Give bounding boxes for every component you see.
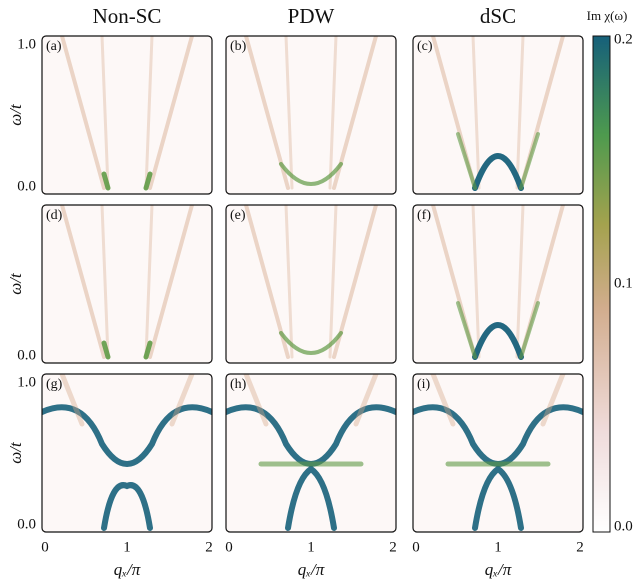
panel-bg [42,374,212,532]
dispersion [284,36,338,190]
heatmap [413,36,583,194]
panel-label: (c) [417,39,433,54]
heatmap [42,36,212,194]
dispersion [60,36,194,190]
dispersion [472,153,524,191]
dispersion [100,205,154,359]
dispersion [101,482,153,531]
dispersion [471,205,525,359]
panel-label: (f) [417,208,431,223]
dispersion [430,374,566,427]
column-title: PDW [288,4,335,28]
panel-bg [413,36,583,194]
heatmap-panel: (i) [412,373,584,533]
heatmap [42,374,212,532]
panel-bg [42,36,212,194]
dispersion [456,301,540,359]
dispersion [279,162,343,186]
heatmap [226,36,396,194]
dispersion [42,404,212,467]
colorbar [592,35,611,533]
dispersion [243,374,379,427]
heatmap-panel: (a) [41,35,213,195]
heatmap-panel: (g) [41,373,213,533]
y-tick-label: 0.0 [17,347,36,363]
x-tick-label: 1 [123,539,131,555]
x-tick-label: 2 [576,539,584,555]
heatmap [413,374,583,532]
dispersion [101,171,153,191]
x-tick-label: 2 [205,539,213,555]
panel-bg [42,205,212,363]
heatmap-panel: (b) [225,35,397,195]
x-tick-label: 1 [307,539,315,555]
panel-label: (d) [46,208,63,223]
y-tick-label: 1.0 [17,374,36,390]
x-axis-label: qₓ/π [114,560,141,579]
x-tick-label: 1 [494,539,502,555]
heatmap-panel: (d) [41,204,213,364]
panel-frame [412,35,584,195]
dispersion [101,340,153,360]
panel-label: (i) [417,377,431,392]
y-axis-label: ω/t [6,272,25,295]
dispersion [472,322,524,360]
x-axis-label: qₓ/π [485,560,512,579]
y-tick-label: 0.0 [17,516,36,532]
dispersion [456,132,540,190]
panel-frame [41,204,213,364]
panel-bg [413,205,583,363]
dispersion [59,374,195,427]
panel-label: (g) [46,377,63,392]
heatmap [42,205,212,363]
colorbar-tick: 0.1 [614,275,633,291]
panels: (a) (b) (c) (d) (e) (f) (g) (h) (i) [41,35,584,533]
x-tick-label: 2 [389,539,397,555]
heatmap-panel: (f) [412,204,584,364]
panel-frame [225,373,397,533]
colorbar-label: Im χ(ω) [587,8,628,23]
panel-frame [41,373,213,533]
y-axis-label: ω/t [6,103,25,126]
y-axis-label: ω/t [6,441,25,464]
dispersion [285,465,337,531]
dispersion [60,205,194,359]
heatmap [226,205,396,363]
panel-bg [226,205,396,363]
column-title: Non-SC [93,4,162,28]
dispersion [279,331,343,355]
colorbar-tick: 0.0 [614,518,633,534]
panel-label: (b) [230,39,247,54]
heatmap-panel: (h) [225,373,397,533]
x-axis-label: qₓ/π [298,560,325,579]
panel-label: (a) [46,39,62,54]
heatmap [413,205,583,363]
x-tick-label: 0 [225,539,233,555]
colorbar-tick: 0.2 [614,31,633,47]
dispersion [472,465,524,531]
panel-frame [412,373,584,533]
heatmap-panel: (e) [225,204,397,364]
panel-frame [41,35,213,195]
panel-bg [413,374,583,532]
x-tick-label: 0 [412,539,420,555]
column-title: dSC [480,4,516,28]
panel-label: (h) [230,377,247,392]
panel-label: (e) [230,208,246,223]
panel-frame [225,204,397,364]
panel-frame [412,204,584,364]
dispersion [471,36,525,190]
y-tick-label: 1.0 [17,36,36,52]
x-tick-label: 0 [41,539,49,555]
panel-frame [225,35,397,195]
heatmap [226,374,396,532]
panel-bg [226,36,396,194]
dispersion [284,205,338,359]
panel-bg [226,374,396,532]
heatmap-panel: (c) [412,35,584,195]
dispersion [100,36,154,190]
y-tick-label: 0.0 [17,178,36,194]
